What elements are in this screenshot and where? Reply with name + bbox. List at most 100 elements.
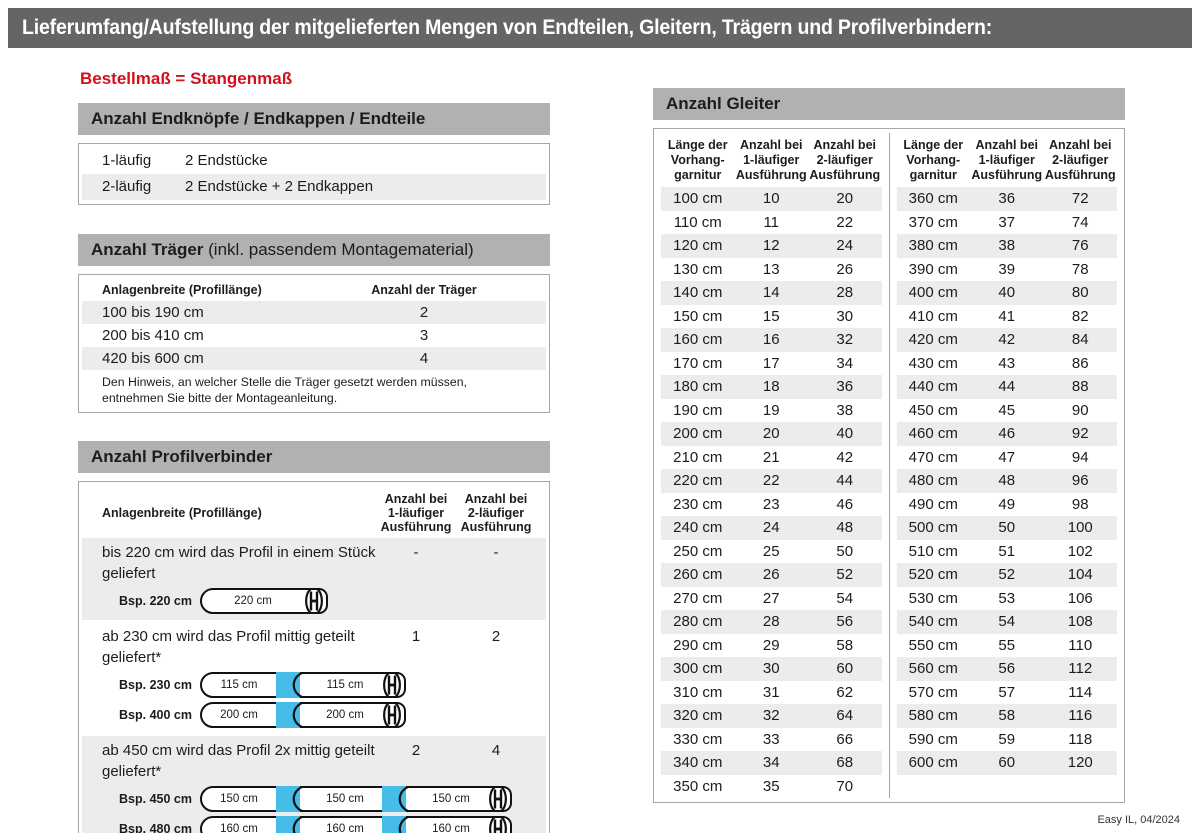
left-column: Bestellmaß = Stangenmaß Anzahl Endknöpfe…: [78, 56, 550, 833]
profile-rod-diagram: 115 cm 115 cm: [200, 671, 406, 698]
profile-connector-icon: [276, 671, 308, 698]
gleiter-2-laeufig: 110: [1068, 636, 1093, 654]
gleiter-1-laeufig: 35: [762, 777, 780, 795]
segment-length-label: 115 cm: [220, 678, 258, 691]
garnitur-length: 520 cm: [908, 566, 958, 583]
traeger-header-note: (inkl. passendem Montagematerial): [203, 240, 474, 259]
profilverbinder-section-header: Anzahl Profilverbinder: [78, 441, 550, 473]
gleiter-row: 170 cm 17 34: [661, 352, 882, 376]
gleiter-1-laeufig: 28: [762, 613, 780, 630]
profile-connector-icon: [382, 785, 414, 812]
endteile-value: 2 Endstücke + 2 Endkappen: [185, 178, 374, 195]
segment-length-label: 160 cm: [326, 822, 364, 833]
profile-end-icon: [383, 671, 401, 698]
section-traeger: Anzahl Träger (inkl. passendem Montagema…: [78, 234, 550, 413]
gleiter-row: 420 cm 42 84: [896, 328, 1117, 352]
garnitur-length: 590 cm: [908, 730, 958, 748]
garnitur-length: 470 cm: [908, 448, 958, 466]
gleiter-row: 380 cm 38 76: [896, 234, 1117, 258]
gleiter-row: 220 cm 22 44: [661, 469, 882, 493]
garnitur-length: 170 cm: [673, 354, 723, 372]
gleiter-row: 430 cm 43 86: [897, 352, 1118, 376]
gleiter-1-laeufig: 31: [762, 683, 780, 701]
gleiter-row: 580 cm 58 116: [896, 704, 1117, 728]
gleiter-1-laeufig: 51: [998, 542, 1016, 560]
gleiter-row: 210 cm 21 42: [661, 446, 882, 470]
garnitur-length: 450 cm: [908, 401, 958, 419]
profile-connector-icon: [382, 815, 414, 833]
garnitur-length: 120 cm: [673, 237, 723, 254]
section-profilverbinder: Anzahl Profilverbinder Anlagenbreite (Pr…: [78, 441, 550, 833]
section-endteile: Anzahl Endknöpfe / Endkappen / Endteile …: [78, 103, 550, 205]
profile-example-row: Bsp. 400 cm 200 cm 200 cm: [82, 701, 546, 728]
gleiter-right-header: Länge der Vorhang- garnitur Anzahl bei 1…: [897, 133, 1118, 187]
profile-end-icon: [489, 785, 507, 812]
count-2-laeufig: 4: [491, 742, 501, 759]
gleiter-row: 140 cm 14 28: [661, 281, 882, 305]
gleiter-1-laeufig: 38: [998, 237, 1016, 254]
garnitur-length: 270 cm: [673, 589, 723, 607]
gleiter-2-laeufig: 36: [836, 378, 854, 395]
gleiter-1-laeufig: 12: [762, 237, 780, 254]
gleiter-2-laeufig: 66: [836, 730, 854, 748]
gleiter-left-rows: 100 cm 10 20 110 cm 11 22 120 cm 12 24 1…: [661, 187, 882, 798]
segment-length-label: 115 cm: [326, 678, 364, 691]
garnitur-length: 110 cm: [673, 213, 722, 231]
garnitur-length: 300 cm: [673, 660, 723, 677]
gleiter-1-laeufig: 56: [998, 660, 1016, 677]
gleiter-row: 160 cm 16 32: [661, 328, 882, 352]
garnitur-length: 130 cm: [673, 260, 723, 278]
gleiter-1-laeufig: 54: [998, 613, 1016, 630]
gleiter-row: 440 cm 44 88: [896, 375, 1117, 399]
traeger-row: 420 bis 600 cm 4: [82, 347, 546, 370]
profile-example-row: Bsp. 230 cm 115 cm 115 cm: [82, 671, 546, 698]
profile-rod-diagram: 200 cm 200 cm: [200, 701, 406, 728]
section-gleiter: Anzahl Gleiter Länge der Vorhang- garnit…: [653, 88, 1125, 803]
gleiter-2-laeufig: 60: [836, 660, 854, 677]
profile-connector-icon: [276, 785, 308, 812]
gleiter-1-laeufig: 37: [998, 213, 1016, 231]
gleiter-2-laeufig: 94: [1071, 448, 1089, 466]
gleiter-row: 510 cm 51 102: [897, 540, 1118, 564]
gleiter-1-laeufig: 60: [998, 754, 1016, 771]
gleiter-row: 150 cm 15 30: [661, 305, 882, 329]
garnitur-length: 290 cm: [673, 636, 723, 654]
traeger-note: Den Hinweis, an welcher Stelle die Träge…: [102, 375, 467, 405]
gleiter-row: 130 cm 13 26: [661, 258, 882, 282]
gleiter-2-laeufig: 62: [836, 683, 854, 701]
gleiter-row: 570 cm 57 114: [897, 681, 1118, 705]
gleiter-row: 450 cm 45 90: [897, 399, 1118, 423]
gleiter-1-laeufig: 53: [998, 589, 1016, 607]
garnitur-length: 490 cm: [908, 495, 958, 513]
gleiter-2-laeufig: 20: [836, 190, 854, 207]
gleiter-row: 320 cm 32 64: [661, 704, 882, 728]
gleiter-2-laeufig: 118: [1068, 730, 1093, 748]
gleiter-1-laeufig: 33: [762, 730, 780, 748]
gleiter-1-laeufig: 10: [762, 190, 780, 207]
example-length-label: Bsp. 220 cm: [119, 593, 192, 608]
gleiter-1-laeufig: 20: [762, 425, 780, 442]
gleiter-row: 460 cm 46 92: [896, 422, 1117, 446]
gleiter-2-laeufig: 76: [1071, 237, 1089, 254]
example-length-label: Bsp. 230 cm: [119, 677, 192, 692]
garnitur-length: 570 cm: [908, 683, 958, 701]
segment-length-label: 160 cm: [432, 822, 470, 833]
traeger-header-bold: Anzahl Träger: [91, 240, 204, 259]
gleiter-row: 280 cm 28 56: [661, 610, 882, 634]
segment-length-label: 200 cm: [326, 708, 364, 721]
gleiter-col1-header: Länge der Vorhang- garnitur: [667, 138, 728, 182]
traeger-row: 200 bis 410 cm 3: [82, 324, 546, 347]
gleiter-col1-header: Länge der Vorhang- garnitur: [903, 138, 964, 182]
gleiter-2-laeufig: 100: [1067, 519, 1093, 536]
gleiter-2-laeufig: 58: [836, 636, 854, 654]
gleiter-2-laeufig: 112: [1068, 660, 1093, 677]
garnitur-length: 370 cm: [908, 213, 958, 231]
gleiter-1-laeufig: 50: [998, 519, 1016, 536]
gleiter-2-laeufig: 120: [1067, 754, 1093, 771]
garnitur-length: 240 cm: [673, 519, 723, 536]
profilverbinder-block-head: bis 220 cm wird das Profil in einem Stüc…: [82, 542, 546, 584]
traeger-rows: 100 bis 190 cm 2 200 bis 410 cm 3 420 bi…: [82, 301, 546, 370]
profile-connector-icon: [276, 815, 308, 833]
garnitur-length: 600 cm: [908, 754, 958, 771]
profilverbinder-block: bis 220 cm wird das Profil in einem Stüc…: [82, 538, 546, 620]
